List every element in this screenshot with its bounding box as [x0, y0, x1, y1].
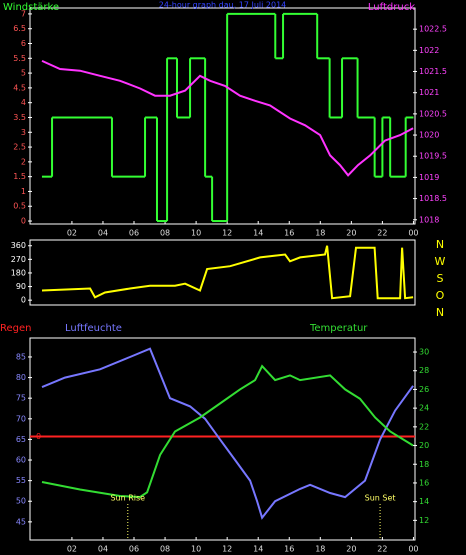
y-tick-label: 1 [21, 187, 26, 196]
x-tick-label: 06 [129, 545, 139, 554]
y-tick-label: 85 [16, 352, 26, 361]
x-tick-label: 00 [408, 229, 418, 238]
y-tick-label: 3.5 [13, 113, 26, 122]
y2-tick-label: 26 [419, 385, 429, 394]
y2-tick-label: 18 [419, 460, 429, 469]
x-tick-label: 16 [284, 229, 294, 238]
direction-label: O [436, 289, 445, 302]
y2-tick-label: 1019.5 [419, 152, 447, 161]
series-line [41, 347, 414, 520]
series-label: Luftdruck [368, 2, 415, 13]
x-tick-label: 20 [346, 229, 356, 238]
x-tick-label: 14 [253, 229, 263, 238]
y-tick-label: 65 [16, 435, 26, 444]
y-tick-label: 0.5 [13, 202, 26, 211]
y-tick-label: 6.5 [13, 24, 26, 33]
x-tick-label: 20 [346, 545, 356, 554]
y2-tick-label: 24 [419, 404, 429, 413]
annotation-label: Sun Rise [110, 494, 145, 503]
y2-tick-label: 22 [419, 422, 429, 431]
x-tick-label: 22 [377, 545, 387, 554]
y2-tick-label: 1020 [419, 131, 439, 140]
y2-tick-label: 1021 [419, 88, 439, 97]
y2-tick-label: 30 [419, 348, 429, 357]
plot-frame [29, 7, 416, 225]
x-tick-label: 00 [408, 545, 418, 554]
y2-tick-label: 14 [419, 497, 429, 506]
y2-tick-label: 20 [419, 441, 429, 450]
direction-label: S [437, 272, 444, 285]
x-tick-label: 14 [253, 545, 263, 554]
x-tick-label: 12 [222, 545, 232, 554]
y-tick-label: 270 [11, 255, 26, 264]
y-tick-label: 5 [21, 69, 26, 78]
x-tick-label: 12 [222, 229, 232, 238]
x-tick-label: 08 [160, 229, 170, 238]
y-tick-label: 180 [11, 268, 26, 277]
y-tick-label: 0 [21, 217, 26, 226]
y2-tick-label: 12 [419, 516, 429, 525]
x-tick-label: 18 [315, 229, 325, 238]
x-tick-label: 18 [315, 545, 325, 554]
x-tick-label: 04 [98, 545, 108, 554]
y-tick-label: 4 [21, 98, 26, 107]
y-tick-label: 4.5 [13, 83, 26, 92]
y-tick-label: 70 [16, 414, 26, 423]
x-tick-label: 02 [67, 545, 77, 554]
x-tick-label: 06 [129, 229, 139, 238]
x-tick-label: 04 [98, 229, 108, 238]
y-tick-label: 90 [16, 282, 26, 291]
y2-tick-label: 1018 [419, 215, 439, 224]
x-tick-label: 22 [377, 229, 387, 238]
x-tick-label: 10 [191, 545, 201, 554]
x-tick-label: 02 [67, 229, 77, 238]
series-line [41, 245, 414, 300]
y-tick-label: 75 [16, 394, 26, 403]
direction-label: W [435, 255, 446, 268]
y2-tick-label: 1020.5 [419, 109, 447, 118]
y-tick-label: 5.5 [13, 54, 26, 63]
y-tick-label: 2.5 [13, 143, 26, 152]
series-label: Luftfeuchte [65, 323, 122, 334]
y2-tick-label: 1022.5 [419, 25, 447, 34]
annotation-label: Sun Set [365, 494, 396, 503]
y2-tick-label: 1021.5 [419, 67, 447, 76]
y-tick-label: 55 [16, 476, 26, 485]
y-tick-label: 50 [16, 497, 26, 506]
plot-frame [29, 337, 416, 541]
x-tick-label: 08 [160, 545, 170, 554]
plot-frame [29, 239, 416, 306]
y-tick-label: 80 [16, 373, 26, 382]
y-tick-label: 0 [21, 296, 26, 305]
y-tick-label: 7 [21, 9, 26, 18]
series-line [41, 364, 414, 499]
y2-tick-label: 1019 [419, 173, 439, 182]
x-tick-label: 16 [284, 545, 294, 554]
y2-tick-label: 1022 [419, 46, 439, 55]
series-label: Windstärke [3, 2, 59, 13]
series-label: Temperatur [309, 323, 368, 334]
y-tick-label: 6 [21, 39, 26, 48]
y2-tick-label: 1018.5 [419, 194, 447, 203]
y2-tick-label: 28 [419, 366, 429, 375]
y-tick-label: 2 [21, 157, 26, 166]
direction-label: N [436, 306, 444, 319]
y-tick-label: 1.5 [13, 172, 26, 181]
x-tick-label: 10 [191, 229, 201, 238]
chart-title: 24-hour graph dau, 17 Juli 2014 [159, 1, 287, 10]
y-tick-label: 360 [11, 241, 26, 250]
direction-label: N [436, 238, 444, 251]
series-line [41, 59, 414, 177]
y-tick-label: 3 [21, 128, 26, 137]
y-tick-label: 60 [16, 456, 26, 465]
series-label: Regen [0, 323, 32, 334]
y2-tick-label: 16 [419, 478, 429, 487]
y-tick-label: 45 [16, 517, 26, 526]
